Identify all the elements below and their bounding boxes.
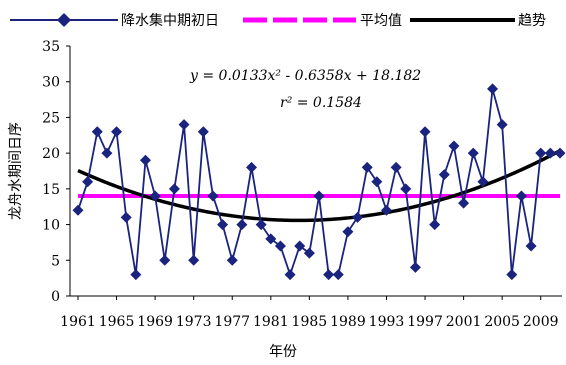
y-ticks: 0 5 10 15 20 25 30 35 <box>42 39 70 305</box>
x-tick-label: 1981 <box>253 314 289 330</box>
y-tick-label: 35 <box>42 39 60 55</box>
y-tick-label: 5 <box>51 253 60 269</box>
data-point <box>226 254 238 266</box>
data-point <box>139 154 151 166</box>
data-point <box>371 176 383 188</box>
y-axis-title: 龙舟水期间日序 <box>8 122 24 220</box>
data-point <box>197 126 209 138</box>
legend: 降水集中期初日 平均值 趋势 <box>10 12 546 29</box>
legend-item-series: 降水集中期初日 <box>10 12 219 29</box>
data-point <box>515 190 527 202</box>
data-point <box>400 183 412 195</box>
data-point <box>535 147 547 159</box>
x-tick-label: 2001 <box>446 314 482 330</box>
data-point <box>554 147 566 159</box>
data-point <box>188 254 200 266</box>
data-point <box>130 269 142 281</box>
legend-marker-series <box>57 13 71 27</box>
r-squared: r² = 0.1584 <box>280 95 362 111</box>
data-point <box>207 190 219 202</box>
data-point <box>467 147 479 159</box>
y-tick-label: 20 <box>42 146 60 162</box>
data-point <box>149 190 161 202</box>
x-tick-label: 1969 <box>137 314 173 330</box>
data-point <box>236 219 248 231</box>
x-axis-title: 年份 <box>269 344 297 360</box>
data-point <box>380 204 392 216</box>
data-point <box>419 126 431 138</box>
legend-label-series: 降水集中期初日 <box>121 12 219 29</box>
trend-curve <box>77 149 561 223</box>
data-point <box>91 126 103 138</box>
data-point <box>255 219 267 231</box>
x-tick-label: 2005 <box>484 314 520 330</box>
x-tick-label: 1965 <box>99 314 135 330</box>
data-point <box>361 161 373 173</box>
data-point <box>438 169 450 181</box>
data-point <box>506 269 518 281</box>
data-point <box>390 161 402 173</box>
data-point <box>284 269 296 281</box>
data-point <box>429 219 441 231</box>
data-point <box>525 240 537 252</box>
y-tick-label: 10 <box>42 218 60 234</box>
data-point <box>111 126 123 138</box>
x-tick-label: 2009 <box>523 314 559 330</box>
legend-label-mean: 平均值 <box>360 13 402 29</box>
data-point <box>159 254 171 266</box>
x-tick-label: 1961 <box>60 314 96 330</box>
data-point <box>303 247 315 259</box>
data-point <box>496 119 508 131</box>
data-point <box>294 240 306 252</box>
trend-equation: y = 0.0133x² - 0.6358x + 18.182 <box>189 68 421 84</box>
data-point <box>458 197 470 209</box>
legend-label-trend: 趋势 <box>518 13 546 29</box>
data-point <box>313 190 325 202</box>
data-point <box>332 269 344 281</box>
data-point <box>477 176 489 188</box>
plot-area <box>72 83 566 281</box>
y-tick-label: 0 <box>51 289 60 305</box>
data-point <box>101 147 113 159</box>
x-tick-label: 1973 <box>176 314 212 330</box>
data-point <box>342 226 354 238</box>
x-tick-label: 1997 <box>407 314 443 330</box>
data-point <box>72 204 84 216</box>
x-tick-label: 1993 <box>369 314 405 330</box>
x-ticks: 1961 1965 1969 1973 1977 1981 1985 1989 1993 1997… <box>60 296 559 330</box>
x-tick-label: 1989 <box>330 314 366 330</box>
x-tick-label: 1977 <box>214 314 250 330</box>
data-point <box>217 219 229 231</box>
data-point <box>168 183 180 195</box>
y-tick-label: 30 <box>42 75 60 91</box>
data-point <box>487 83 499 95</box>
data-point <box>448 140 460 152</box>
data-point <box>178 119 190 131</box>
y-tick-label: 15 <box>42 182 60 198</box>
data-point <box>246 161 258 173</box>
data-point <box>82 176 94 188</box>
data-point <box>544 147 556 159</box>
data-point <box>409 261 421 273</box>
legend-item-mean: 平均值 <box>243 13 402 29</box>
legend-item-trend: 趋势 <box>410 13 546 29</box>
data-point <box>323 269 335 281</box>
data-point <box>274 240 286 252</box>
x-tick-label: 1985 <box>292 314 328 330</box>
data-point <box>120 211 132 223</box>
data-point <box>352 211 364 223</box>
y-tick-label: 25 <box>42 110 60 126</box>
data-point <box>265 233 277 245</box>
